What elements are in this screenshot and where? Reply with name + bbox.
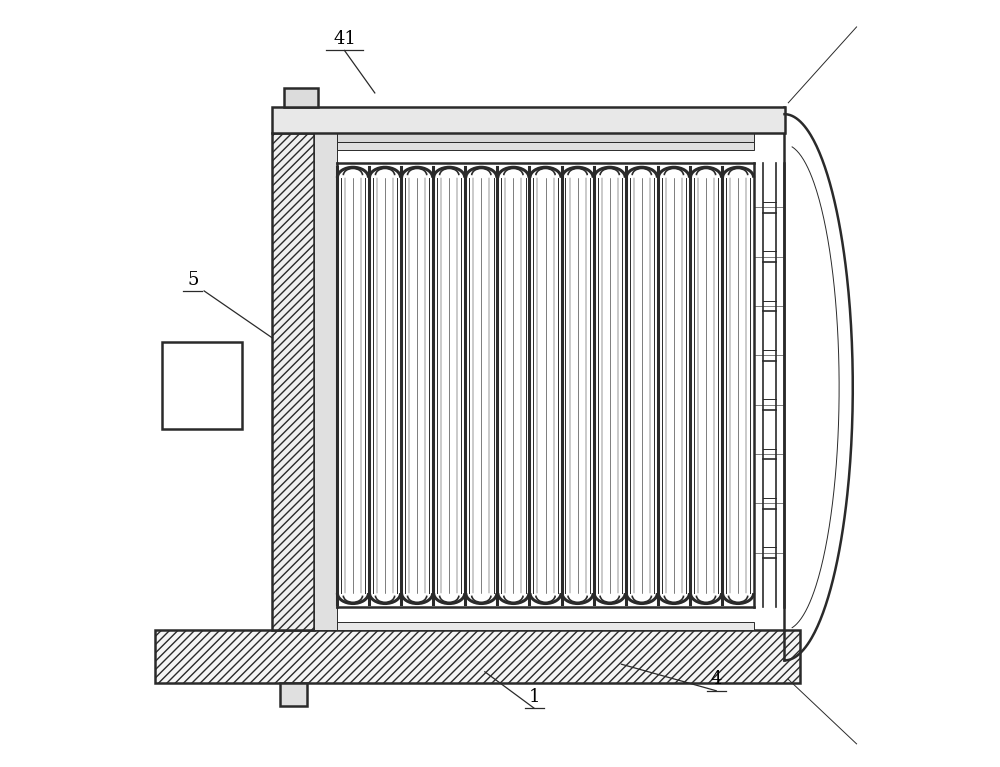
Bar [314,623,754,630]
Bar [272,133,314,630]
Text: 41: 41 [333,30,356,48]
Text: 4: 4 [711,670,722,689]
Bar [272,133,314,630]
Bar [337,142,754,150]
Bar [155,630,800,683]
Bar [314,133,337,630]
Bar [337,133,754,142]
Text: 5: 5 [187,271,198,288]
Bar [155,630,800,683]
Bar [162,342,242,429]
Text: 1: 1 [528,688,540,706]
Bar [272,107,784,133]
Bar [284,87,318,107]
Bar [280,683,307,706]
